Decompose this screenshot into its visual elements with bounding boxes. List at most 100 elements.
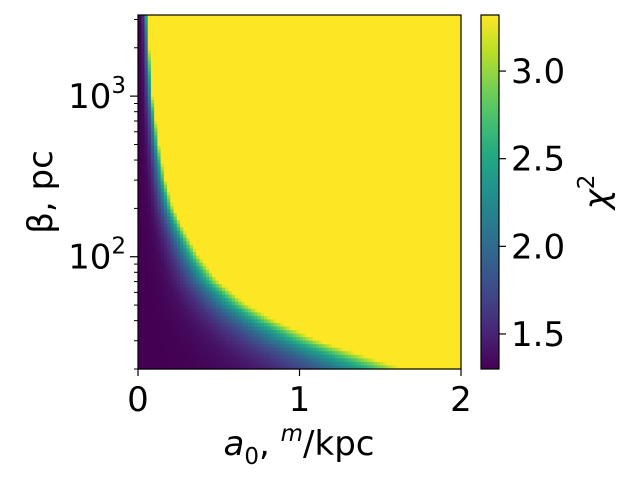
heatmap-cell bbox=[402, 57, 407, 62]
heatmap-cell bbox=[176, 32, 181, 37]
heatmap-cell bbox=[192, 32, 197, 37]
heatmap-cell bbox=[341, 121, 346, 126]
heatmap-cell bbox=[351, 142, 356, 147]
heatmap-cell bbox=[202, 121, 207, 126]
heatmap-cell bbox=[318, 39, 323, 44]
heatmap-cell bbox=[280, 71, 284, 76]
heatmap-cell bbox=[286, 181, 291, 186]
heatmap-cell bbox=[409, 99, 414, 105]
heatmap-cell bbox=[438, 96, 443, 101]
heatmap-cell bbox=[360, 36, 365, 41]
heatmap-cell bbox=[138, 71, 142, 76]
heatmap-cell bbox=[270, 78, 275, 83]
heatmap-cell bbox=[373, 184, 378, 190]
heatmap-cell bbox=[247, 15, 252, 20]
heatmap-cell bbox=[215, 46, 220, 51]
heatmap-cell bbox=[289, 29, 294, 34]
heatmap-cell bbox=[419, 160, 423, 165]
heatmap-cell bbox=[289, 174, 294, 179]
heatmap-cell bbox=[280, 25, 284, 30]
heatmap-cell bbox=[377, 89, 381, 94]
heatmap-cell bbox=[441, 50, 446, 55]
heatmap-cell bbox=[444, 92, 449, 98]
heatmap-cell bbox=[186, 32, 191, 37]
heatmap-cell bbox=[160, 107, 165, 112]
heatmap-cell bbox=[412, 32, 417, 37]
heatmap-cell bbox=[377, 170, 381, 175]
heatmap-cell bbox=[367, 71, 372, 76]
heatmap-cell bbox=[422, 181, 427, 186]
heatmap-cell bbox=[325, 89, 330, 94]
heatmap-cell bbox=[431, 39, 436, 44]
heatmap-cell bbox=[141, 29, 146, 34]
heatmap-cell bbox=[238, 188, 242, 193]
heatmap-cell bbox=[377, 156, 381, 161]
heatmap-cell bbox=[380, 29, 385, 34]
heatmap-cell bbox=[241, 131, 246, 136]
heatmap-cell bbox=[322, 145, 326, 151]
heatmap-cell bbox=[154, 82, 158, 87]
heatmap-cell bbox=[167, 114, 171, 119]
heatmap-cell bbox=[167, 15, 171, 20]
heatmap-cell bbox=[370, 36, 375, 41]
heatmap-cell bbox=[273, 96, 278, 101]
heatmap-cell bbox=[218, 53, 223, 59]
heatmap-cell bbox=[406, 39, 410, 44]
heatmap-cell bbox=[393, 53, 397, 59]
heatmap-cell bbox=[360, 22, 365, 27]
heatmap-cell bbox=[209, 29, 213, 34]
heatmap-cell bbox=[315, 153, 320, 158]
heatmap-cell bbox=[312, 57, 317, 62]
heatmap-cell bbox=[154, 15, 158, 20]
heatmap-cell bbox=[344, 25, 349, 30]
heatmap-cell bbox=[154, 99, 158, 105]
heatmap-cell bbox=[318, 99, 323, 105]
heatmap-cell bbox=[354, 71, 359, 76]
heatmap-cell bbox=[386, 153, 391, 158]
heatmap-cell bbox=[296, 61, 301, 66]
heatmap-cell bbox=[325, 43, 330, 48]
heatmap-cell bbox=[192, 103, 197, 108]
heatmap-cell bbox=[325, 184, 330, 190]
heatmap-cell bbox=[173, 78, 178, 83]
heatmap-cell bbox=[335, 43, 339, 48]
heatmap-cell bbox=[199, 50, 204, 55]
heatmap-cell bbox=[312, 36, 317, 41]
heatmap-cell bbox=[389, 114, 394, 119]
heatmap-cell bbox=[364, 163, 368, 168]
heatmap-cell bbox=[444, 177, 449, 182]
heatmap-cell bbox=[444, 15, 449, 20]
heatmap-cell bbox=[163, 78, 168, 83]
heatmap-cell bbox=[302, 53, 307, 59]
heatmap-cell bbox=[296, 138, 301, 144]
heatmap-cell bbox=[212, 184, 217, 190]
heatmap-cell bbox=[444, 170, 449, 175]
heatmap-cell bbox=[205, 15, 210, 20]
heatmap-cell bbox=[444, 128, 449, 133]
heatmap-cell bbox=[318, 85, 323, 90]
heatmap-cell bbox=[254, 128, 259, 133]
heatmap-cell bbox=[422, 117, 427, 122]
heatmap-cell bbox=[318, 71, 323, 76]
heatmap-cell bbox=[176, 163, 181, 168]
heatmap-cell bbox=[373, 114, 378, 119]
heatmap-cell bbox=[344, 32, 349, 37]
heatmap-cell bbox=[186, 36, 191, 41]
heatmap-cell bbox=[189, 53, 194, 59]
heatmap-cell bbox=[186, 184, 191, 190]
heatmap-cell bbox=[280, 114, 284, 119]
heatmap-cell bbox=[328, 50, 333, 55]
heatmap-cell bbox=[315, 92, 320, 98]
heatmap-cell bbox=[399, 149, 404, 154]
heatmap-cell bbox=[147, 177, 152, 182]
heatmap-cell bbox=[225, 188, 230, 193]
heatmap-cell bbox=[189, 32, 194, 37]
heatmap-cell bbox=[202, 128, 207, 133]
heatmap-cell bbox=[254, 181, 259, 186]
heatmap-cell bbox=[296, 57, 301, 62]
heatmap-cell bbox=[225, 121, 230, 126]
heatmap-cell bbox=[380, 131, 385, 136]
heatmap-cell bbox=[305, 75, 310, 80]
heatmap-cell bbox=[218, 142, 223, 147]
heatmap-cell bbox=[218, 131, 223, 136]
